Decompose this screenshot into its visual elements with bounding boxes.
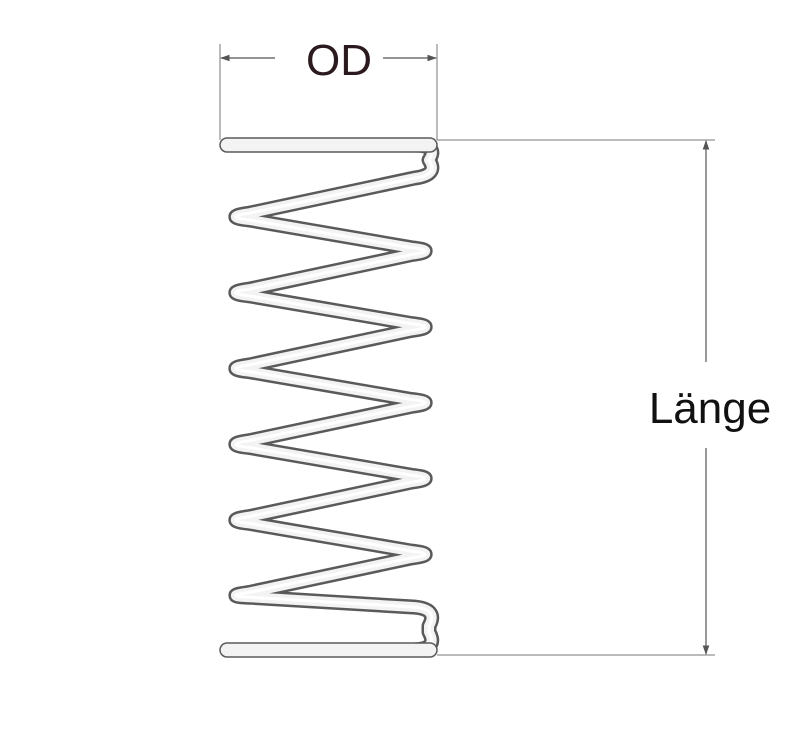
extension-lines [219,44,715,656]
spring-bottom-end [219,642,438,658]
length-label: Länge [649,384,771,433]
spring-coil-highlight [234,143,434,652]
od-label: OD [306,36,372,85]
spring-top-end [219,137,438,153]
compression-spring [219,137,440,658]
